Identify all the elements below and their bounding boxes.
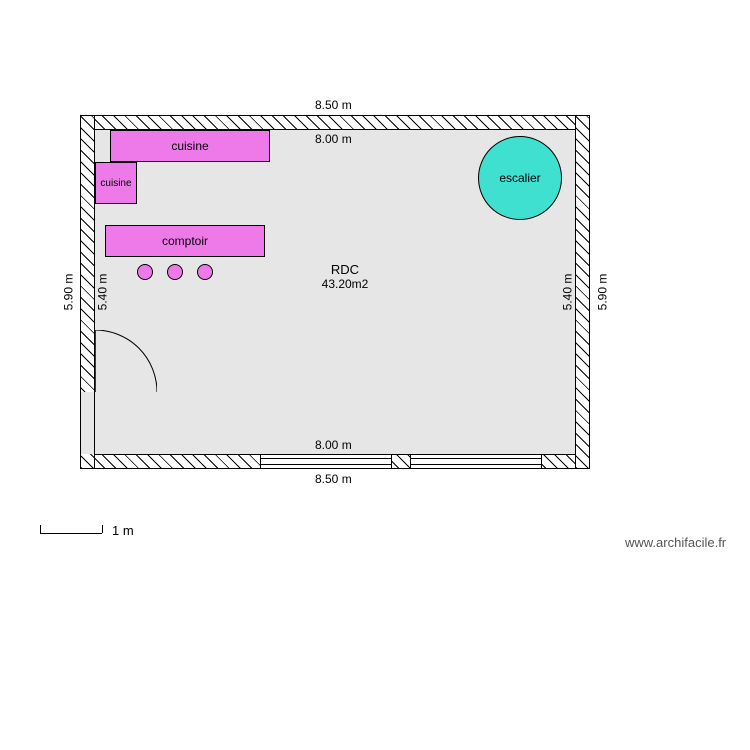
comptoir-label: comptoir xyxy=(162,234,208,248)
cuisine-top-label: cuisine xyxy=(171,139,208,153)
comptoir: comptoir xyxy=(105,225,265,257)
dim-top-inner: 8.00 m xyxy=(315,132,352,146)
stool-3 xyxy=(197,264,213,280)
watermark: www.archifacile.fr xyxy=(625,535,726,550)
room-name: RDC xyxy=(305,262,385,277)
scale-bar: 1 m xyxy=(40,525,160,545)
window-2 xyxy=(410,455,542,468)
wall-right xyxy=(575,115,590,469)
dim-right-inner: 5.40 m xyxy=(560,274,574,311)
stool-1 xyxy=(137,264,153,280)
dim-left-outer: 5.90 m xyxy=(61,274,75,311)
dim-bottom-outer: 8.50 m xyxy=(315,472,352,486)
scale-label: 1 m xyxy=(112,523,134,538)
escalier-label: escalier xyxy=(499,171,540,185)
dim-left-inner: 5.40 m xyxy=(95,274,109,311)
wall-top xyxy=(80,115,590,130)
cuisine-side-label: cuisine xyxy=(100,178,131,189)
dim-right-outer: 5.90 m xyxy=(595,274,609,311)
door-swing xyxy=(95,330,157,392)
room-area: 43.20m2 xyxy=(305,277,385,291)
dim-bottom-inner: 8.00 m xyxy=(315,438,352,452)
dim-top-outer: 8.50 m xyxy=(315,98,352,112)
stool-2 xyxy=(167,264,183,280)
window-1 xyxy=(260,455,392,468)
escalier: escalier xyxy=(478,136,562,220)
door-gap xyxy=(81,392,94,454)
room-label: RDC 43.20m2 xyxy=(305,262,385,291)
cuisine-side: cuisine xyxy=(95,162,137,204)
cuisine-top: cuisine xyxy=(110,130,270,162)
